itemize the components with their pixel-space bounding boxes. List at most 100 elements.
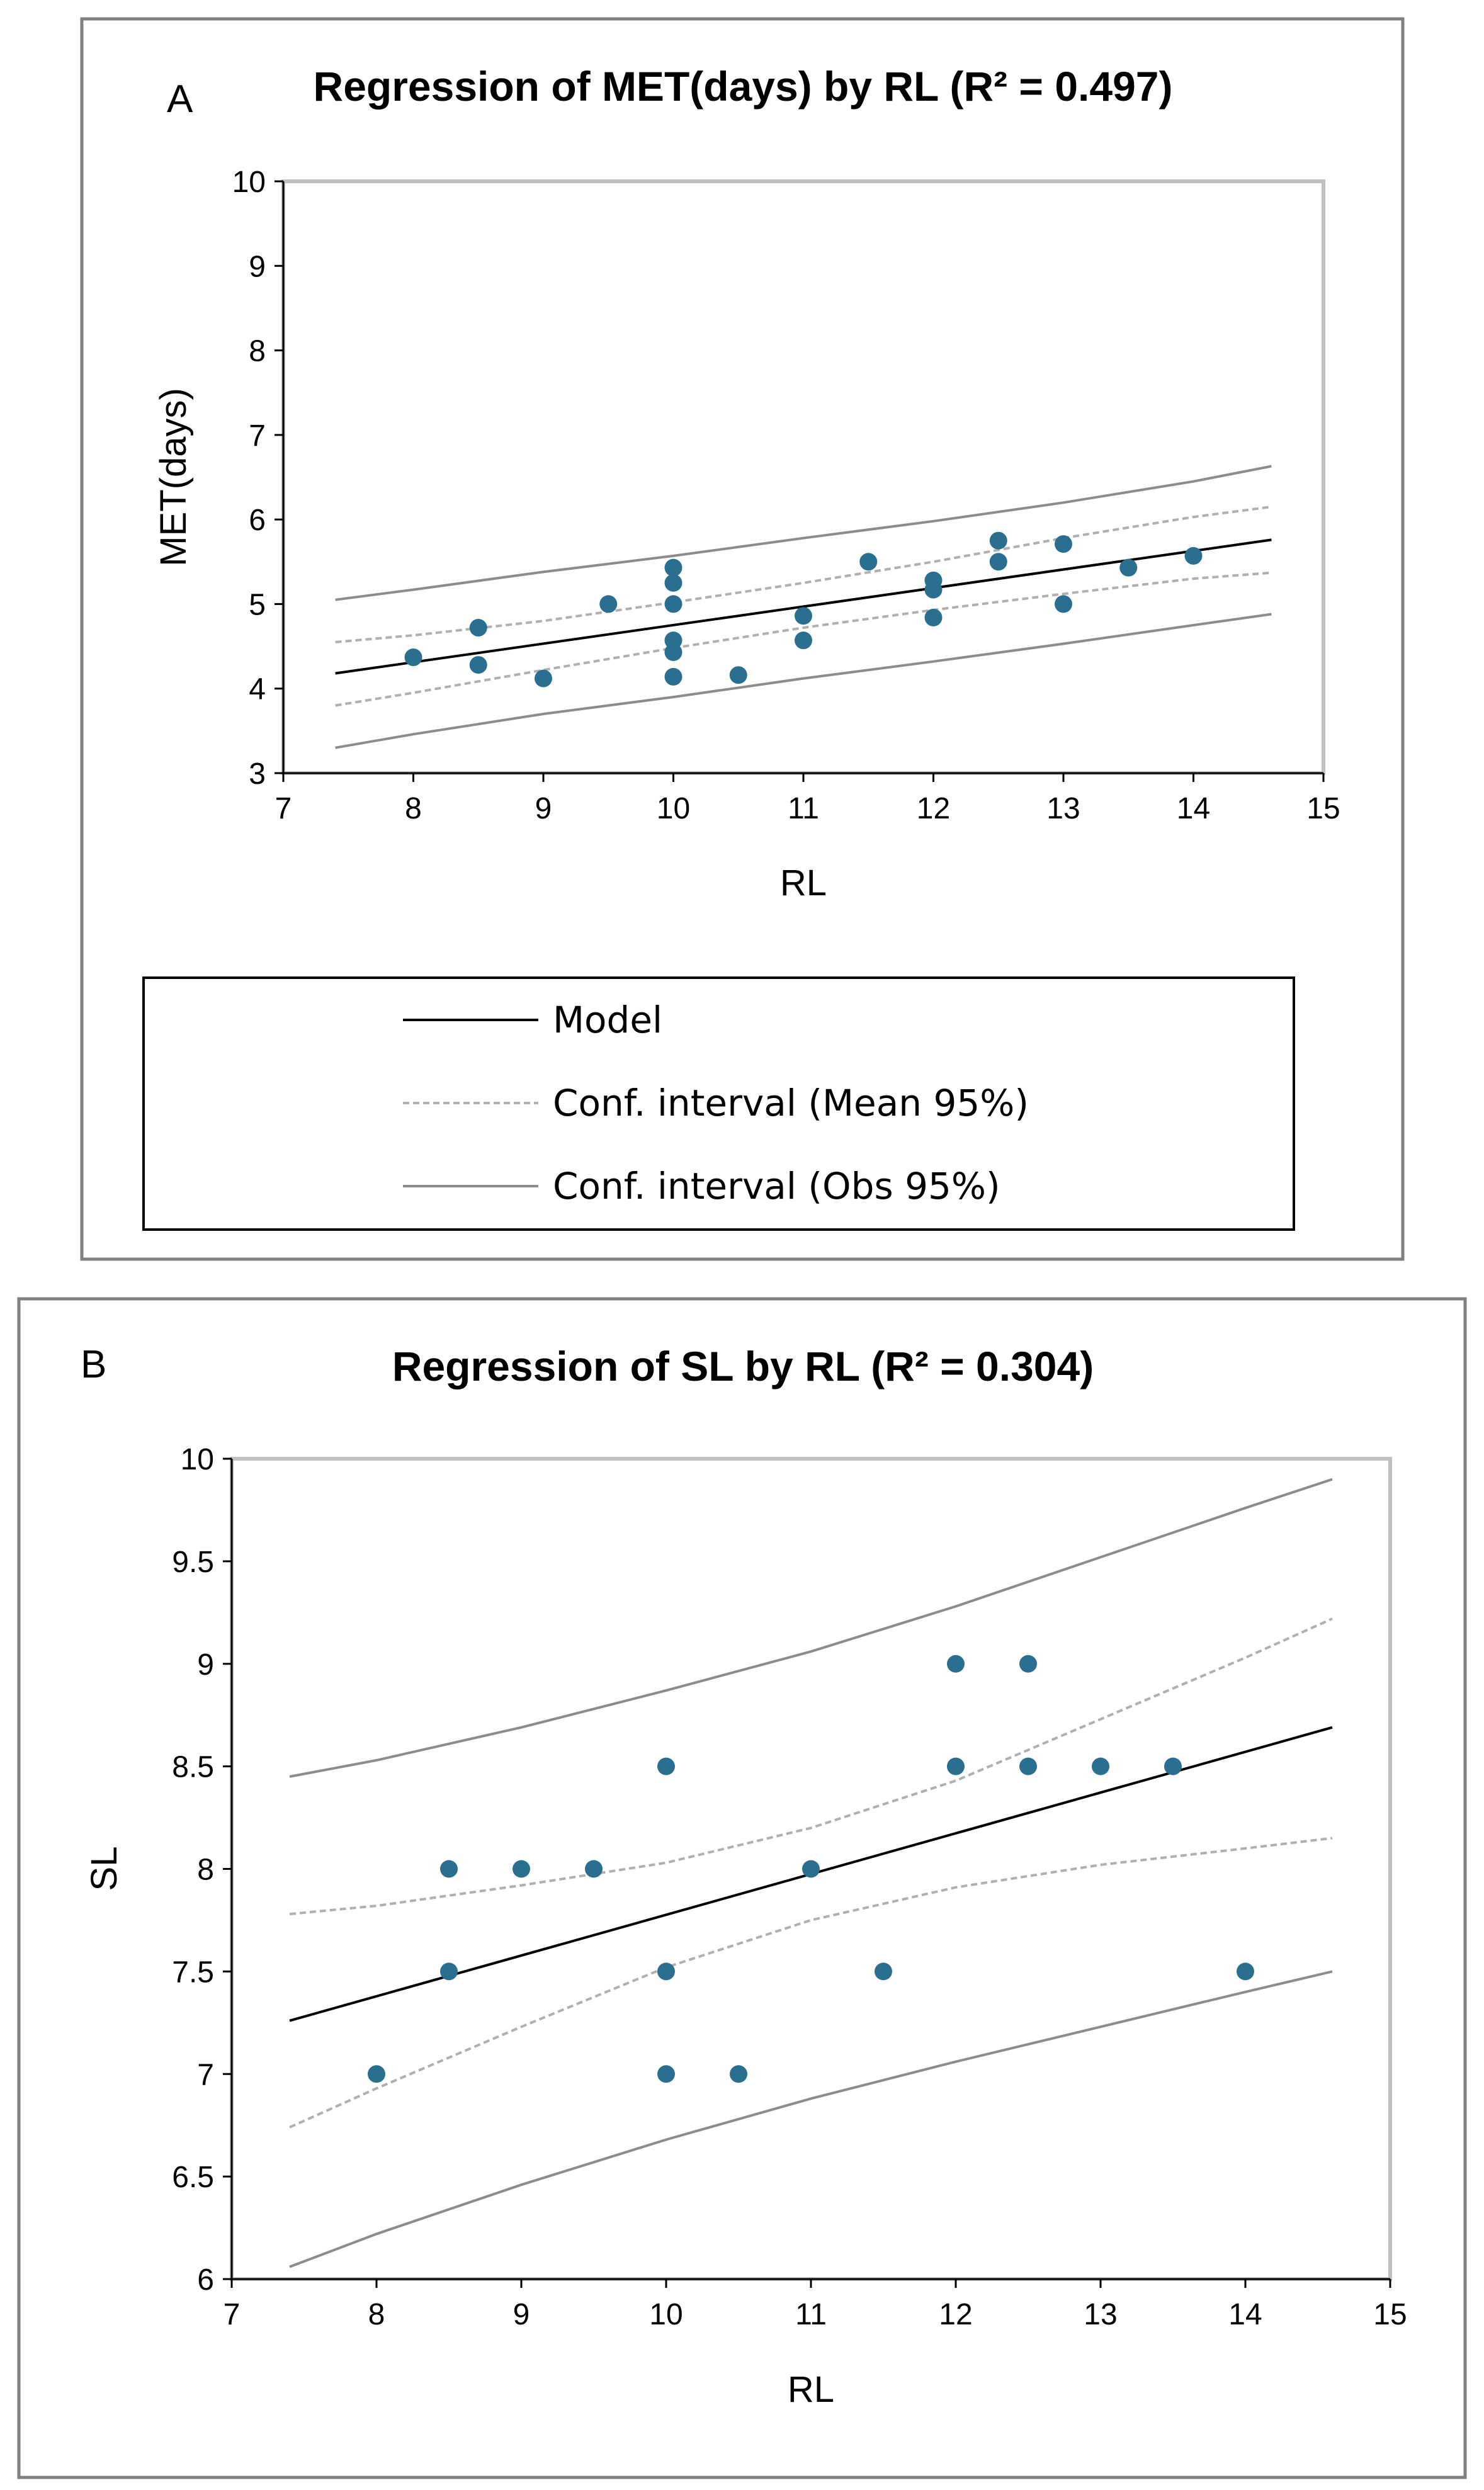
- chart-b-y-label: SL: [84, 1847, 125, 1891]
- chart-b-y-tick-label: 6.5: [172, 2161, 214, 2194]
- chart-a-x-tick-label: 15: [1306, 792, 1340, 825]
- chart-a-x-ticks: 7 8 9 10 11 12 13 14 15: [275, 773, 1340, 825]
- chart-a-data-point: [924, 608, 943, 626]
- chart-b-x-tick-label: 13: [1084, 2298, 1117, 2331]
- chart-a-data-point: [989, 553, 1007, 571]
- chart-b-y-tick-label: 7: [197, 2058, 214, 2091]
- chart-b-data-point: [657, 1962, 675, 1981]
- chart-b-ci-obs-lower-line: [289, 1970, 1333, 2268]
- chart-a-y-tick-label: 10: [232, 166, 266, 199]
- chart-b-x-tick-label: 15: [1373, 2298, 1407, 2331]
- chart-b-data-point: [1019, 1655, 1037, 1673]
- chart-a-data-point: [664, 558, 683, 577]
- chart-b-data-point: [513, 1860, 530, 1878]
- chart-a-x-tick-label: 10: [657, 792, 690, 825]
- chart-b-ci-mean-upper-line: [289, 1617, 1333, 1916]
- chart-b-data-point: [875, 1962, 892, 1981]
- chart-b-x-tick-label: 7: [224, 2298, 241, 2331]
- chart-b-y-tick-label: 6: [197, 2263, 214, 2297]
- chart-b-y-tick-label: 10: [181, 1443, 214, 1476]
- chart-a-x-tick-label: 11: [788, 792, 819, 825]
- chart-a-data-point: [664, 595, 683, 613]
- chart-b-data-point: [368, 2065, 385, 2083]
- chart-b-x-tick-label: 10: [649, 2298, 683, 2331]
- chart-a-data-point: [664, 574, 683, 592]
- chart-a-y-tick-label: 4: [249, 673, 266, 706]
- chart-b-data-point: [657, 2065, 675, 2083]
- chart-b-y-tick-label: 8.5: [172, 1751, 214, 1784]
- legend-ci-obs-label: Conf. interval (Obs 95%): [553, 1165, 1000, 1208]
- chart-b-ci-obs-upper-line: [289, 1478, 1333, 1778]
- chart-b-data-point: [657, 1757, 675, 1775]
- chart-b-data-point: [1164, 1757, 1182, 1775]
- chart-a-y-tick-label: 9: [249, 250, 266, 283]
- chart-a-x-tick-label: 8: [405, 792, 422, 825]
- chart-b-data-point: [947, 1655, 965, 1673]
- chart-a-title: Regression of MET(days) by RL (R² = 0.49…: [314, 63, 1173, 110]
- chart-a-ci-obs-lower-line: [335, 613, 1272, 749]
- chart-b-points: [368, 1655, 1254, 2083]
- chart-a-x-label: RL: [780, 863, 827, 903]
- chart-a-y-label: MET(days): [153, 388, 194, 567]
- chart-a-x-tick-label: 13: [1046, 792, 1080, 825]
- chart-b-y-tick-label: 9: [197, 1648, 214, 1682]
- chart-a-lines: [335, 465, 1272, 749]
- legend-ci-mean-label: Conf. interval (Mean 95%): [553, 1082, 1029, 1124]
- legend-box: [142, 976, 1295, 1231]
- chart-a-data-point: [795, 607, 812, 625]
- chart-a-y-ticks: 3 4 5 6 7 8 9 10: [232, 166, 283, 791]
- chart-b-data-point: [1019, 1757, 1037, 1775]
- chart-a-data-point: [599, 595, 618, 613]
- chart-a-data-point: [404, 648, 422, 667]
- chart-a-data-point: [729, 666, 747, 684]
- chart-b-y-tick-label: 7.5: [172, 1955, 214, 1989]
- chart-a-y-tick-label: 7: [249, 419, 266, 453]
- chart-b-axes: 7 8 9 10 11 12 13 14 15 6 6.5 7 7.5 8 8.5 9 9.5 10: [172, 1443, 1407, 2331]
- legend: Model Conf. interval (Mean 95%) Conf. in…: [142, 976, 1295, 1231]
- chart-a-data-point: [664, 643, 683, 661]
- chart-b-y-tick-label: 8: [197, 1853, 214, 1887]
- chart-a-data-point: [1055, 595, 1072, 613]
- chart-b-y-ticks: 6 6.5 7 7.5 8 8.5 9 9.5 10: [172, 1443, 232, 2297]
- chart-a-x-tick-label: 7: [275, 792, 292, 825]
- chart-b-data-point: [440, 1860, 458, 1878]
- chart-a-model-line: [335, 538, 1272, 675]
- chart-a-data-point: [1055, 535, 1072, 553]
- chart-b-x-label: RL: [788, 2369, 834, 2410]
- chart-b-data-point: [585, 1860, 603, 1878]
- chart-a-y-tick-label: 5: [249, 588, 266, 621]
- chart-a-ci-mean-lower-line: [335, 571, 1272, 707]
- chart-a-x-tick-label: 9: [535, 792, 552, 825]
- chart-b-x-tick-label: 8: [368, 2298, 385, 2331]
- chart-b-data-point: [802, 1860, 820, 1878]
- chart-b-x-tick-label: 9: [513, 2298, 530, 2331]
- chart-a-ci-mean-upper-line: [335, 506, 1272, 643]
- chart-a-x-tick-label: 12: [917, 792, 950, 825]
- chart-a-ci-obs-upper-line: [335, 465, 1272, 601]
- chart-a-axes: 7 8 9 10 11 12 13 14 15 3 4 5 6 7 8 9 10: [232, 166, 1340, 825]
- chart-b-y-tick-label: 9.5: [172, 1546, 214, 1579]
- chart-b-x-tick-label: 12: [939, 2298, 972, 2331]
- chart-a-x-tick-label: 14: [1177, 792, 1210, 825]
- panel-a-label: A: [167, 77, 193, 121]
- legend-model-label: Model: [553, 999, 662, 1041]
- chart-a-data-point: [924, 580, 943, 599]
- chart-a-data-point: [469, 656, 487, 674]
- chart-a-data-point: [859, 553, 878, 571]
- chart-a-data-point: [795, 631, 812, 650]
- chart-b-x-tick-label: 11: [795, 2298, 827, 2331]
- chart-a-data-point: [664, 667, 683, 686]
- chart-a-points: [404, 531, 1203, 688]
- chart-b-data-point: [1237, 1962, 1254, 1981]
- chart-a-data-point: [989, 531, 1007, 550]
- chart-b-data-point: [730, 2065, 747, 2083]
- chart-b-data-point: [1092, 1757, 1109, 1775]
- panel-b-label: B: [81, 1343, 106, 1386]
- chart-b-x-ticks: 7 8 9 10 11 12 13 14 15: [224, 2279, 1407, 2331]
- chart-a-data-point: [535, 669, 552, 688]
- chart-a-data-point: [1119, 558, 1138, 577]
- chart-a-y-tick-label: 8: [249, 335, 266, 368]
- chart-b-title: Regression of SL by RL (R² = 0.304): [392, 1343, 1094, 1389]
- chart-a-y-tick-label: 6: [249, 504, 266, 537]
- chart-a-data-point: [1184, 546, 1203, 565]
